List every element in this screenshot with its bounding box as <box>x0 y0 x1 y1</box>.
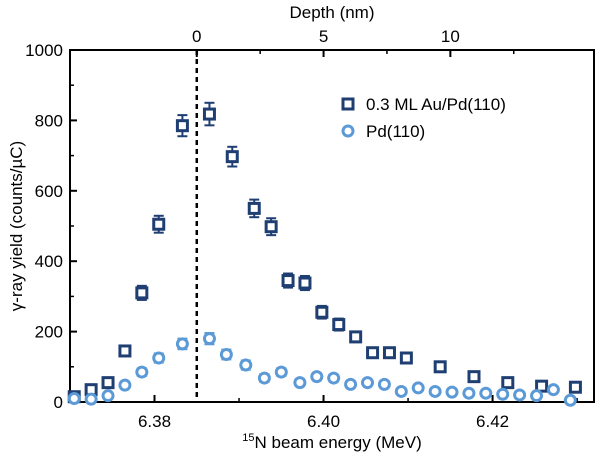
data-point <box>411 381 425 395</box>
legend: 0.3 ML Au/Pd(110) Pd(110) <box>341 95 506 141</box>
data-point <box>239 358 253 372</box>
data-point <box>101 376 115 390</box>
data-point <box>530 389 544 403</box>
y-tick-label: 600 <box>35 182 63 201</box>
legend-label: Pd(110) <box>366 122 425 141</box>
y-tick-label: 800 <box>35 111 63 130</box>
data-point <box>84 392 98 406</box>
data-point <box>399 351 413 365</box>
series-pd110 <box>67 332 577 407</box>
top-axis: 0 5 10 <box>192 27 515 57</box>
y-tick-label: 1000 <box>25 41 63 60</box>
data-point <box>310 370 324 384</box>
plot-border <box>69 49 595 403</box>
data-point <box>135 286 149 300</box>
top-tick-label: 0 <box>192 27 201 46</box>
data-point <box>546 383 560 397</box>
x-tick-label: 6.42 <box>476 412 509 431</box>
plot-frame <box>69 49 595 403</box>
data-series <box>67 101 582 407</box>
data-point <box>568 380 582 394</box>
data-point <box>152 351 166 365</box>
data-point <box>496 387 510 401</box>
legend-marker-circle <box>341 124 355 138</box>
data-point <box>135 365 149 379</box>
y-tick-label: 0 <box>54 393 63 412</box>
data-point <box>467 370 481 384</box>
data-point <box>274 365 288 379</box>
data-point <box>445 385 459 399</box>
data-point <box>247 201 261 215</box>
data-point <box>462 386 476 400</box>
x-axis-title-text: N beam energy (MeV) <box>255 433 422 452</box>
data-point <box>382 346 396 360</box>
data-point <box>101 389 115 403</box>
data-point <box>175 119 189 133</box>
data-point <box>202 332 216 346</box>
data-point <box>264 220 278 234</box>
data-point <box>332 318 346 332</box>
data-point <box>349 330 363 344</box>
legend-marker-square <box>341 97 355 111</box>
x-tick-label: 6.38 <box>138 412 171 431</box>
y-tick-label: 200 <box>35 323 63 342</box>
data-point <box>394 384 408 398</box>
top-axis-title: Depth (nm) <box>289 3 374 22</box>
y-axis-title: γ-ray yield (counts/µC) <box>7 141 26 311</box>
data-point <box>366 346 380 360</box>
data-point <box>377 377 391 391</box>
data-point <box>202 107 216 121</box>
data-point <box>479 386 493 400</box>
data-point <box>298 276 312 290</box>
y-tick-label: 400 <box>35 252 63 271</box>
legend-label: 0.3 ML Au/Pd(110) <box>366 95 506 114</box>
data-point <box>344 377 358 391</box>
x-axis-title: 15N beam energy (MeV) <box>242 432 421 452</box>
data-point <box>293 376 307 390</box>
data-point <box>535 379 549 393</box>
data-point <box>225 150 239 164</box>
data-point <box>327 371 341 385</box>
data-point <box>281 274 295 288</box>
data-point <box>152 217 166 231</box>
x-tick-label: 6.40 <box>307 412 340 431</box>
data-point <box>219 347 233 361</box>
data-point <box>67 391 81 405</box>
series-au-pd110 <box>67 101 582 404</box>
data-point <box>360 376 374 390</box>
x-axis-title-superscript: 15 <box>242 432 254 444</box>
y-axis: 0 200 400 600 800 1000 <box>25 41 77 412</box>
data-point <box>257 371 271 385</box>
data-point <box>433 360 447 374</box>
top-tick-label: 10 <box>441 27 460 46</box>
data-point <box>315 305 329 319</box>
data-point <box>118 344 132 358</box>
data-point <box>563 393 577 407</box>
data-point <box>428 384 442 398</box>
data-point <box>501 376 515 390</box>
data-point <box>513 388 527 402</box>
x-axis: 6.38 6.40 6.42 <box>138 395 578 431</box>
data-point <box>175 337 189 351</box>
top-tick-label: 5 <box>319 27 328 46</box>
data-point <box>118 378 132 392</box>
